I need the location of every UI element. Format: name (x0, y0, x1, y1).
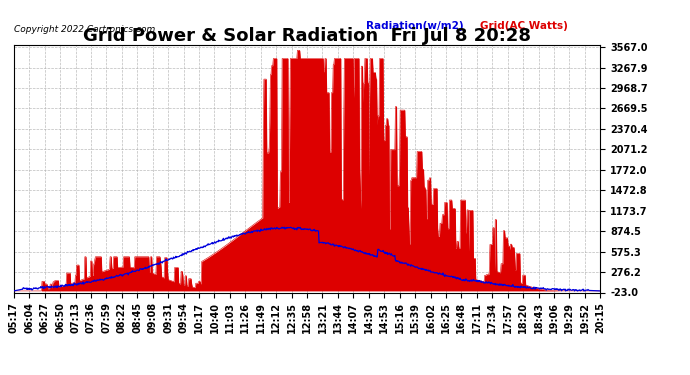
Text: Radiation(w/m2): Radiation(w/m2) (366, 21, 463, 32)
Title: Grid Power & Solar Radiation  Fri Jul 8 20:28: Grid Power & Solar Radiation Fri Jul 8 2… (83, 27, 531, 45)
Text: Grid(AC Watts): Grid(AC Watts) (480, 21, 568, 32)
Text: Copyright 2022 Cartronics.com: Copyright 2022 Cartronics.com (14, 25, 155, 34)
